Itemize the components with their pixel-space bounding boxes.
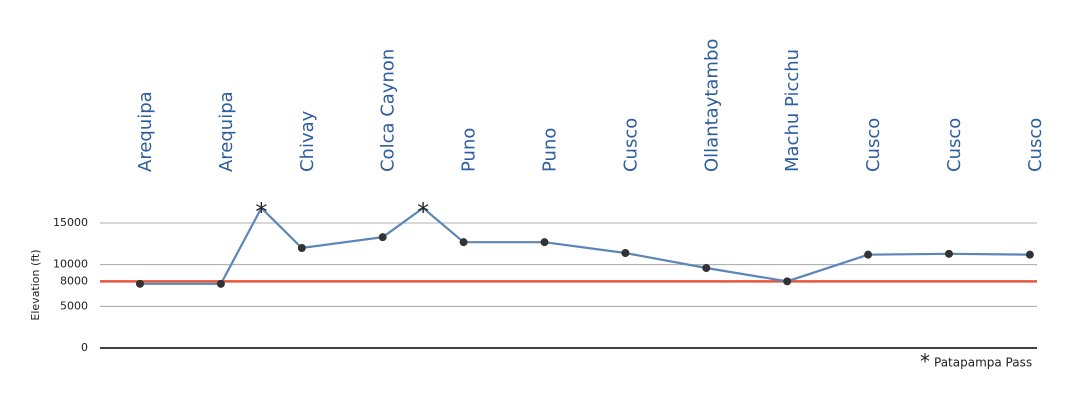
- category-label: Puno: [459, 128, 480, 172]
- legend-label: Patapampa Pass: [934, 356, 1032, 370]
- y-tick-label: 8000: [60, 274, 88, 287]
- category-label: Puno: [540, 128, 561, 172]
- point: [459, 238, 468, 247]
- y-axis-label: Elevation (ft): [29, 249, 42, 320]
- point: [864, 250, 873, 259]
- point: [783, 277, 792, 286]
- y-tick-label: 15000: [53, 216, 88, 229]
- point: [945, 249, 953, 258]
- point: [621, 249, 630, 257]
- point: [297, 244, 306, 252]
- point: [136, 279, 144, 288]
- category-label: Cusco: [1025, 118, 1046, 172]
- y-tick-label: 0: [81, 341, 88, 354]
- line: [140, 206, 1030, 285]
- point: [216, 279, 225, 288]
- category-label: Cusco: [944, 118, 965, 172]
- asterisk-marker: *: [255, 198, 267, 226]
- category-label: Chivay: [297, 110, 318, 172]
- category-label: Ollantaytambo: [701, 39, 722, 172]
- category-label: Cusco: [863, 118, 884, 172]
- point: [1025, 250, 1034, 259]
- y-tick-label: 5000: [60, 299, 88, 312]
- category-label: Arequipa: [216, 91, 237, 172]
- point: [378, 233, 387, 242]
- point: [702, 264, 711, 272]
- category-label: Colca Caynon: [378, 49, 399, 172]
- category-label: Cusco: [620, 118, 641, 172]
- legend-marker: *: [920, 350, 930, 374]
- y-tick-label: 10000: [53, 258, 88, 271]
- category-label: Machu Picchu: [782, 49, 803, 172]
- asterisk-marker: *: [417, 198, 429, 226]
- point: [540, 238, 549, 247]
- category-label: Arequipa: [135, 91, 156, 172]
